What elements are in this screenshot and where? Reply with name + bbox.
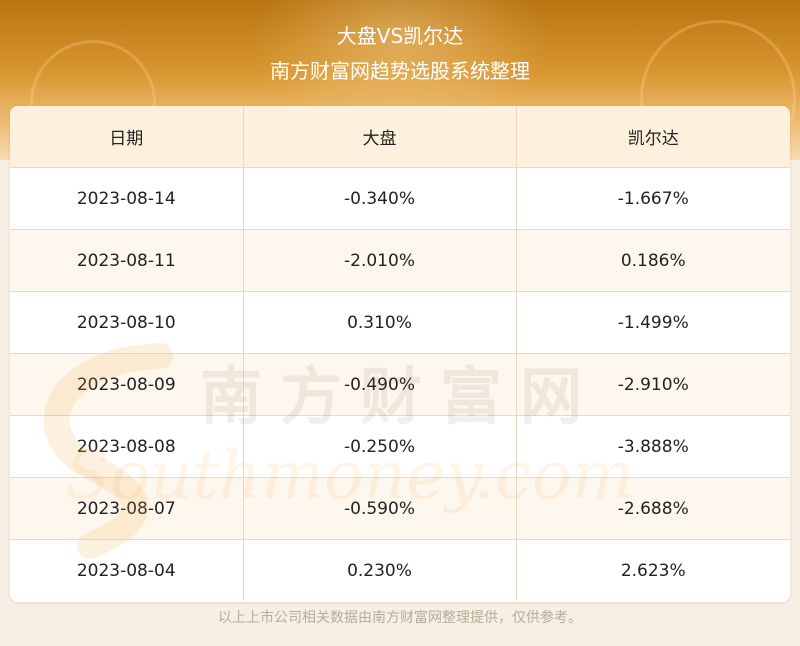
cell-date: 2023-08-11	[10, 229, 244, 292]
cell-stock-change: -3.888%	[516, 415, 790, 478]
table-row: 2023-08-07 -0.590% -2.688%	[10, 477, 790, 540]
cell-market-change: -0.590%	[243, 477, 517, 540]
table-header-row: 日期 大盘 凯尔达	[10, 106, 790, 168]
table-row: 2023-08-04 0.230% 2.623%	[10, 539, 790, 601]
footer-disclaimer: 以上上市公司相关数据由南方财富网整理提供，仅供参考。	[218, 610, 582, 626]
column-header-date: 日期	[10, 106, 244, 168]
column-header-stock: 凯尔达	[516, 106, 790, 168]
table-row: 2023-08-14 -0.340% -1.667%	[10, 167, 790, 230]
cell-stock-change: -1.499%	[516, 291, 790, 354]
table-row: 2023-08-09 -0.490% -2.910%	[10, 353, 790, 416]
banner-decoration	[30, 40, 156, 160]
cell-market-change: 0.230%	[243, 539, 517, 601]
column-header-market: 大盘	[243, 106, 517, 168]
table-row: 2023-08-08 -0.250% -3.888%	[10, 415, 790, 478]
cell-date: 2023-08-14	[10, 167, 244, 230]
cell-stock-change: -2.688%	[516, 477, 790, 540]
cell-date: 2023-08-07	[10, 477, 244, 540]
cell-date: 2023-08-08	[10, 415, 244, 478]
page-title: 大盘VS凯尔达	[336, 24, 464, 48]
comparison-table: 日期 大盘 凯尔达 2023-08-14 -0.340% -1.667% 202…	[10, 106, 790, 601]
cell-stock-change: 2.623%	[620, 560, 686, 581]
cell-market-change: -0.490%	[243, 353, 517, 416]
cell-date: 2023-08-10	[10, 291, 244, 354]
cell-date: 2023-08-09	[10, 353, 244, 416]
table-row: 2023-08-11 -2.010% 0.186%	[10, 229, 790, 292]
header-banner: 大盘VS凯尔达 南方财富网趋势选股系统整理	[0, 0, 800, 160]
cell-date: 2023-08-04	[10, 539, 244, 601]
page-subtitle: 南方财富网趋势选股系统整理	[270, 59, 530, 83]
cell-market-change: -0.340%	[243, 167, 517, 230]
cell-market-change: -2.010%	[243, 229, 517, 292]
cell-market-change: -0.250%	[243, 415, 517, 478]
cell-market-change: 0.310%	[243, 291, 517, 354]
table-row: 2023-08-10 0.310% -1.499%	[10, 291, 790, 354]
data-table-card: 日期 大盘 凯尔达 2023-08-14 -0.340% -1.667% 202…	[10, 106, 790, 602]
banner-decoration	[640, 20, 796, 160]
cell-stock-change: -1.667%	[516, 167, 790, 230]
cell-stock-change: 0.186%	[516, 229, 790, 292]
cell-stock-change: -2.910%	[516, 353, 790, 416]
